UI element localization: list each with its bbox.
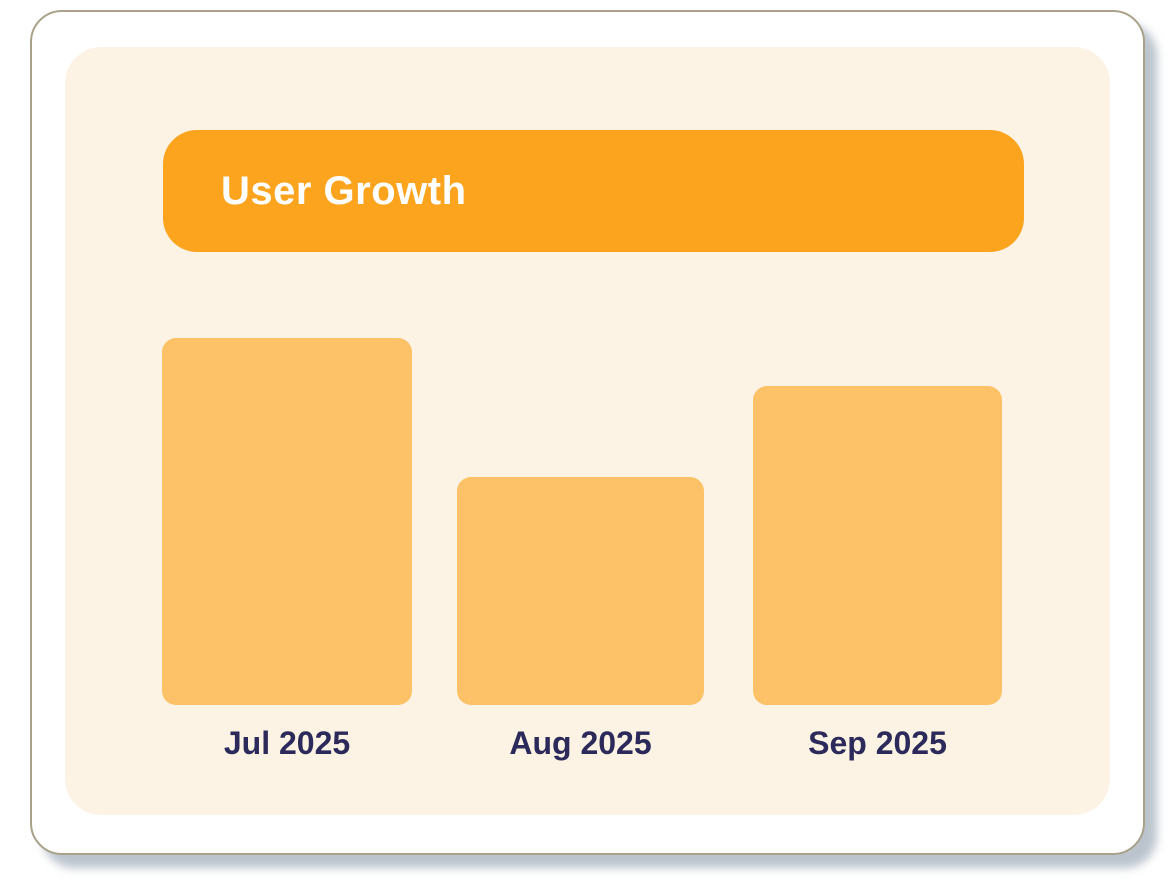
window-card: User Growth Jul 2025 Aug 2025 Sep 2025 bbox=[30, 10, 1145, 855]
chart-title: User Growth bbox=[221, 168, 467, 213]
bar-chart: Jul 2025 Aug 2025 Sep 2025 bbox=[65, 47, 1110, 815]
axis-label-sep-2025: Sep 2025 bbox=[808, 725, 947, 761]
chart-title-bar: User Growth bbox=[163, 130, 1024, 252]
chart-panel: User Growth Jul 2025 Aug 2025 Sep 2025 bbox=[65, 47, 1110, 815]
bar-jul-2025 bbox=[162, 338, 412, 705]
bar-aug-2025 bbox=[457, 477, 704, 705]
axis-label-jul-2025: Jul 2025 bbox=[223, 725, 351, 761]
bar-sep-2025 bbox=[753, 386, 1002, 705]
axis-label-aug-2025: Aug 2025 bbox=[509, 725, 652, 761]
